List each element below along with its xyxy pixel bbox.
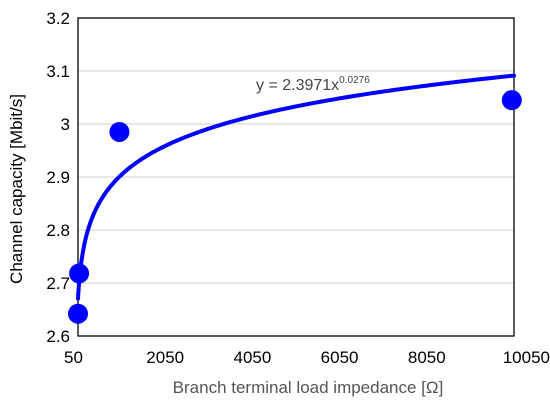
y-tick-label: 2.8 — [46, 221, 70, 240]
data-point — [68, 303, 88, 324]
y-tick-label: 2.9 — [46, 168, 70, 187]
trendline-equation: y = 2.3971x0.0276 — [256, 75, 370, 94]
y-tick-label: 3.2 — [46, 9, 70, 28]
trendline — [76, 73, 516, 301]
data-point — [501, 90, 522, 111]
y-tick-label: 2.7 — [46, 274, 70, 293]
x-tick-label: 2050 — [146, 348, 184, 367]
data-points — [68, 90, 522, 324]
x-tick-label: 10050 — [503, 348, 550, 367]
plot-area — [77, 17, 515, 337]
y-tick-label: 3 — [61, 115, 70, 134]
x-tick-label: 4050 — [233, 348, 271, 367]
y-axis-ticks: 2.6 2.7 2.8 2.9 3 3.1 3.2 — [46, 9, 70, 346]
y-tick-label: 2.6 — [46, 327, 70, 346]
x-axis-ticks: 50 2050 4050 6050 8050 10050 — [64, 348, 550, 367]
data-point — [109, 121, 130, 142]
gridlines — [78, 70, 514, 284]
x-tick-label: 50 — [64, 348, 83, 367]
data-point — [69, 263, 90, 284]
x-axis-label: Branch terminal load impedance [Ω] — [173, 378, 444, 397]
trendline-equation-base: y = 2.3971x — [256, 77, 339, 94]
x-tick-label: 6050 — [321, 348, 359, 367]
y-tick-label: 3.1 — [46, 62, 70, 81]
y-axis-label: Channel capacity [Mbit/s] — [7, 94, 26, 284]
trendline-equation-exponent: 0.0276 — [339, 75, 370, 86]
x-tick-label: 8050 — [408, 348, 446, 367]
